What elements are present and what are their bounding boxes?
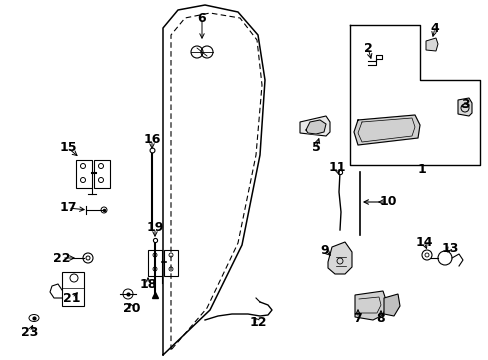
Text: 9: 9 bbox=[320, 243, 328, 256]
Text: 11: 11 bbox=[327, 162, 345, 175]
Bar bbox=[62, 272, 84, 306]
Polygon shape bbox=[353, 115, 419, 145]
Text: 12: 12 bbox=[249, 315, 266, 328]
Text: 17: 17 bbox=[59, 202, 77, 215]
Text: 7: 7 bbox=[353, 311, 362, 324]
Text: 4: 4 bbox=[430, 22, 439, 35]
Polygon shape bbox=[327, 242, 351, 274]
Text: 15: 15 bbox=[59, 141, 77, 154]
Text: 20: 20 bbox=[123, 301, 141, 315]
Text: 14: 14 bbox=[414, 235, 432, 248]
Polygon shape bbox=[305, 120, 325, 134]
Bar bbox=[76, 160, 92, 188]
Text: 2: 2 bbox=[363, 41, 372, 54]
Text: 5: 5 bbox=[311, 141, 320, 154]
Text: 19: 19 bbox=[146, 221, 163, 234]
Text: 10: 10 bbox=[379, 195, 396, 208]
Text: 3: 3 bbox=[461, 99, 469, 112]
Text: 6: 6 bbox=[197, 12, 206, 24]
Bar bbox=[163, 250, 178, 276]
Bar bbox=[148, 250, 162, 276]
Bar bbox=[94, 160, 110, 188]
Polygon shape bbox=[299, 116, 329, 136]
Polygon shape bbox=[354, 291, 386, 320]
Text: 21: 21 bbox=[63, 292, 81, 305]
Polygon shape bbox=[425, 38, 437, 51]
Text: 16: 16 bbox=[143, 134, 161, 147]
Text: 22: 22 bbox=[53, 252, 71, 265]
Polygon shape bbox=[457, 98, 471, 116]
Text: 1: 1 bbox=[417, 163, 426, 176]
Text: 8: 8 bbox=[376, 311, 385, 324]
Text: 23: 23 bbox=[21, 325, 39, 338]
Polygon shape bbox=[383, 294, 399, 316]
Text: 18: 18 bbox=[139, 278, 156, 291]
Text: 13: 13 bbox=[440, 242, 458, 255]
